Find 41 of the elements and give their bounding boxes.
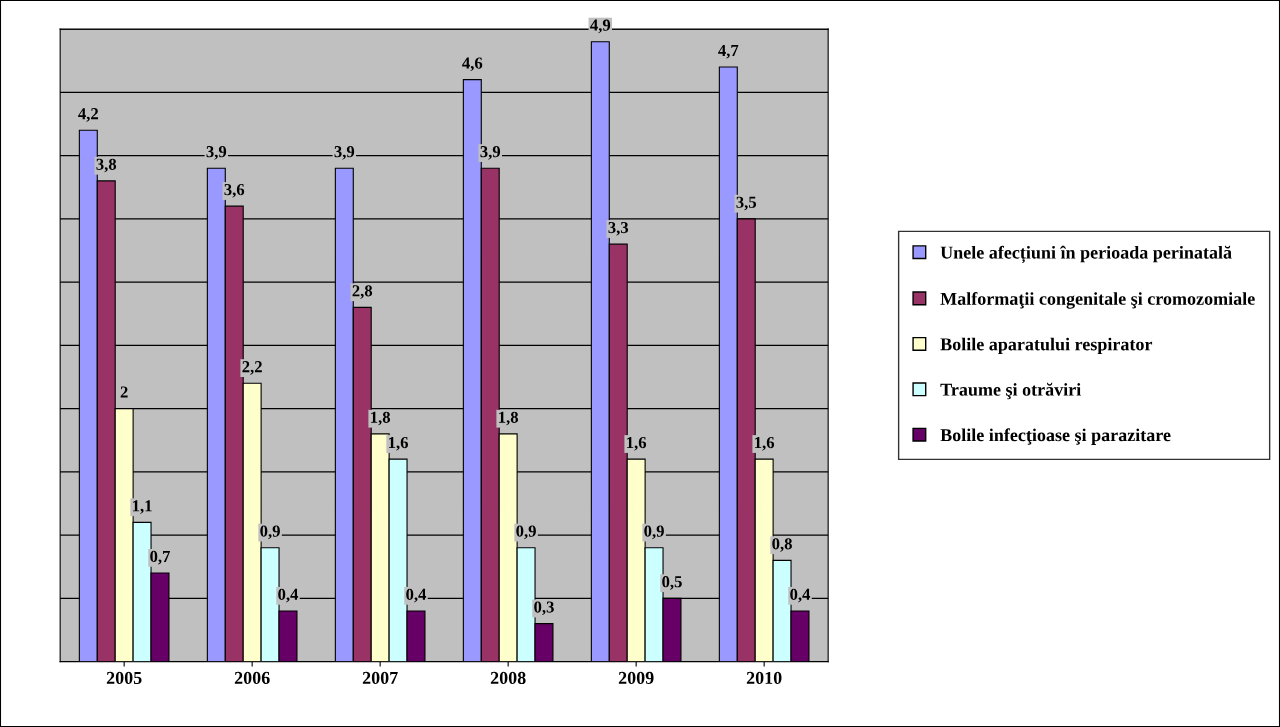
- data-label: 3,5: [736, 196, 757, 211]
- data-label: 0,9: [644, 525, 664, 540]
- x-tick-label: 2010: [746, 671, 782, 684]
- data-label: 0,3: [534, 601, 554, 616]
- data-label: 0,9: [260, 525, 280, 540]
- legend-label: Bolile aparatului respirator: [940, 337, 1153, 355]
- data-label: 0,4: [278, 588, 299, 603]
- data-label: 0,8: [772, 538, 792, 552]
- data-label: 1,1: [133, 500, 152, 514]
- legend-label: Bolile infecţioase şi parazitare: [940, 428, 1171, 445]
- legend-label: Traume şi otrăviri: [940, 382, 1081, 400]
- x-tick-label: 2009: [618, 671, 654, 684]
- data-label: 3,3: [608, 221, 629, 236]
- data-label: 0,9: [516, 525, 536, 540]
- data-label: 0,5: [662, 576, 682, 590]
- data-label: 1,8: [499, 411, 519, 426]
- data-label: 1,6: [755, 437, 775, 451]
- legend-label: Unele afecțiuni în perioada perinatală: [940, 245, 1232, 264]
- data-label: 3,8: [96, 158, 117, 173]
- data-label: 2: [120, 386, 128, 398]
- x-tick-label: 2008: [490, 671, 526, 684]
- data-label: 1,6: [389, 437, 409, 451]
- data-label: 3,9: [480, 146, 501, 160]
- data-label: 0,4: [790, 588, 811, 603]
- x-tick-label: 2007: [362, 671, 398, 684]
- data-label: 4,7: [718, 44, 739, 59]
- data-label: 2,2: [242, 361, 262, 375]
- data-label: 4,2: [78, 108, 99, 122]
- legend-label: Malformaţii congenitale şi cromozomiale: [940, 291, 1255, 309]
- data-label: 1,8: [371, 411, 391, 426]
- x-tick-label: 2006: [234, 671, 270, 684]
- data-label: 3,9: [334, 146, 355, 160]
- data-label: 3,9: [206, 146, 227, 160]
- x-tick-label: 2005: [106, 671, 142, 684]
- data-label: 3,6: [224, 184, 245, 198]
- data-label: 2,8: [352, 285, 373, 299]
- data-label: 4,9: [590, 19, 611, 34]
- data-label: 0,7: [150, 550, 171, 565]
- data-label: 1,6: [627, 437, 647, 451]
- data-label: 0,4: [406, 588, 427, 603]
- data-label: 4,6: [462, 57, 483, 72]
